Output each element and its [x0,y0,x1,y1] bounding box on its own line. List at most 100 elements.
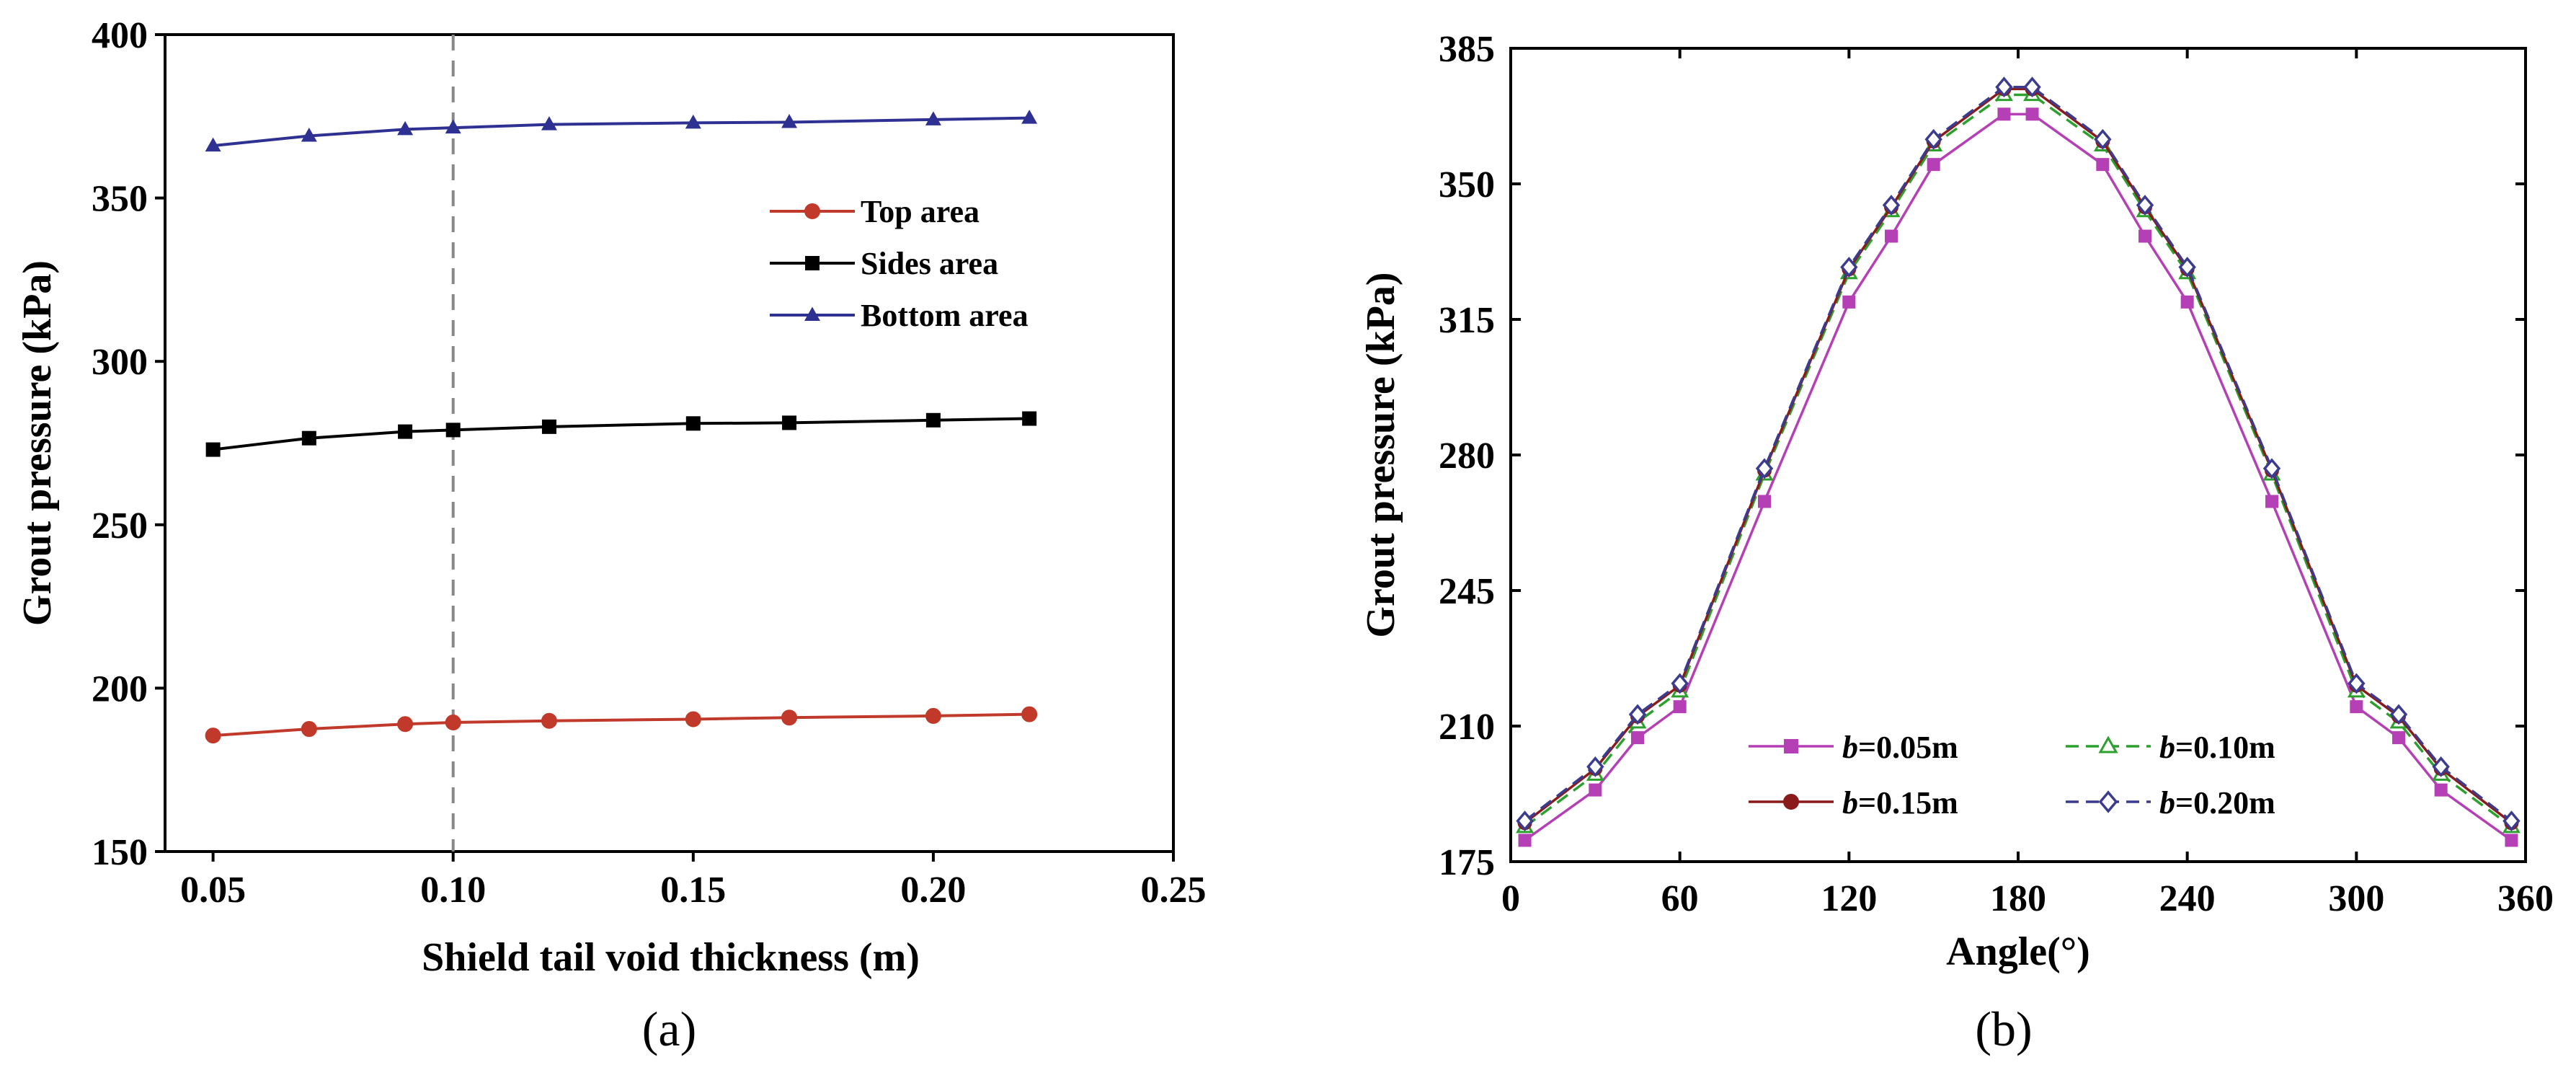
data-point [541,712,557,729]
legend-label: Bottom area [861,298,1029,333]
y-tick-label: 350 [92,179,148,220]
legend-label: b=0.10m [2159,730,2275,765]
y-tick-label: 400 [92,15,148,56]
x-tick-label: 0.25 [1141,870,1207,911]
legend-label-suffix: =0.05m [1858,730,1958,765]
data-point [2023,76,2041,98]
data-point [1924,128,1942,150]
data-point [2136,195,2154,216]
y-tick-label: 385 [1439,29,1495,70]
legend-label-prefix: b [1842,785,1858,821]
y-tick-label: 210 [1439,707,1495,748]
y-tick-label: 315 [1439,300,1495,341]
data-point [1840,257,1858,278]
series-line-sides-area [213,417,1030,451]
data-point [685,114,701,129]
y-tick-label: 280 [1439,435,1495,477]
data-point [925,707,941,724]
legend-marker [1783,794,1799,810]
data-point [445,714,461,730]
data-point [2265,495,2278,508]
data-point [2432,756,2450,777]
data-point [1673,700,1687,714]
x-tick-label: 360 [2497,878,2554,919]
data-point [301,127,317,142]
x-tick-label: 0.10 [420,870,486,911]
data-point [205,137,221,152]
data-point [1586,756,1604,777]
data-point [541,419,556,434]
data-point [685,416,701,431]
data-point [1995,76,2013,98]
x-tick-label: 60 [1661,878,1699,919]
data-point [2505,834,2518,847]
data-point [301,430,316,446]
data-point [781,113,798,128]
x-axis-label: Shield tail void thickness (m) [422,935,920,980]
legend-label-suffix: =0.10m [2175,730,2275,765]
series-line-b005m [1524,112,2513,841]
data-point [1631,731,1644,745]
chart-a: 150 200 250 300 350 400 0.05 0.10 0.15 0.20 0.25 To… [15,15,1207,1056]
x-tick-label: 300 [2328,878,2384,919]
data-point [1882,195,1901,216]
data-point [1518,834,1532,847]
y-tick-label: 300 [92,342,148,383]
series-line-b020m [1524,85,2513,822]
data-point [1671,673,1689,694]
data-point [1758,495,1771,508]
x-tick-label: 0.20 [900,870,966,911]
y-tick-label: 350 [1439,164,1495,205]
data-point [1021,706,1038,722]
data-point [1997,107,2011,121]
legend-label: Sides area [861,246,998,281]
x-tick-label: 240 [2159,878,2216,919]
data-point [2262,458,2281,479]
legend-marker [2098,735,2118,753]
data-point [2178,257,2196,278]
data-point [2180,295,2194,309]
data-point [925,412,941,428]
x-tick-label: 0 [1501,878,1520,919]
series-line-b010m [1524,93,2513,828]
plot-frame [1509,47,2527,863]
legend-marker [1784,739,1798,753]
data-point [205,728,221,744]
legend-label-suffix: =0.15m [1858,785,1958,821]
legend-label-prefix: b [1842,730,1858,765]
data-point [397,716,414,733]
data-point [2096,158,2110,172]
panel-caption: (b) [1975,1002,2032,1056]
y-tick-label: 150 [92,832,148,873]
legend-marker [2098,790,2118,813]
legend-label: b=0.15m [1842,785,1958,821]
series-line-top-area [213,712,1030,738]
data-point [301,721,317,738]
y-tick-label: 245 [1439,571,1495,612]
x-tick-label: 0.15 [660,870,726,911]
legend-label: b=0.20m [2159,785,2275,821]
data-point [2094,128,2112,150]
chart-b: 175 210 245 280 315 350 385 0 60 120 180 240 300 360 b… [1359,29,2554,1056]
data-point [2434,783,2448,797]
data-point [2350,700,2363,714]
x-tick-label: 120 [1821,878,1877,919]
series-line-bottom-area [213,116,1030,148]
data-point [445,119,461,134]
legend-label: b=0.05m [1842,730,1958,765]
y-tick-label: 250 [92,505,148,547]
panel-caption: (a) [642,1002,696,1056]
data-point [1628,704,1647,725]
x-tick-label: 0.05 [180,870,246,911]
legend-label-prefix: b [2159,785,2175,821]
x-tick-label: 180 [1990,878,2046,919]
plot-frame [164,33,1175,853]
data-point [782,415,797,430]
data-point [2138,229,2151,243]
data-point [1589,783,1602,797]
data-point [397,120,414,136]
data-point [2348,673,2366,694]
data-point [445,423,461,438]
data-point [2025,107,2039,121]
